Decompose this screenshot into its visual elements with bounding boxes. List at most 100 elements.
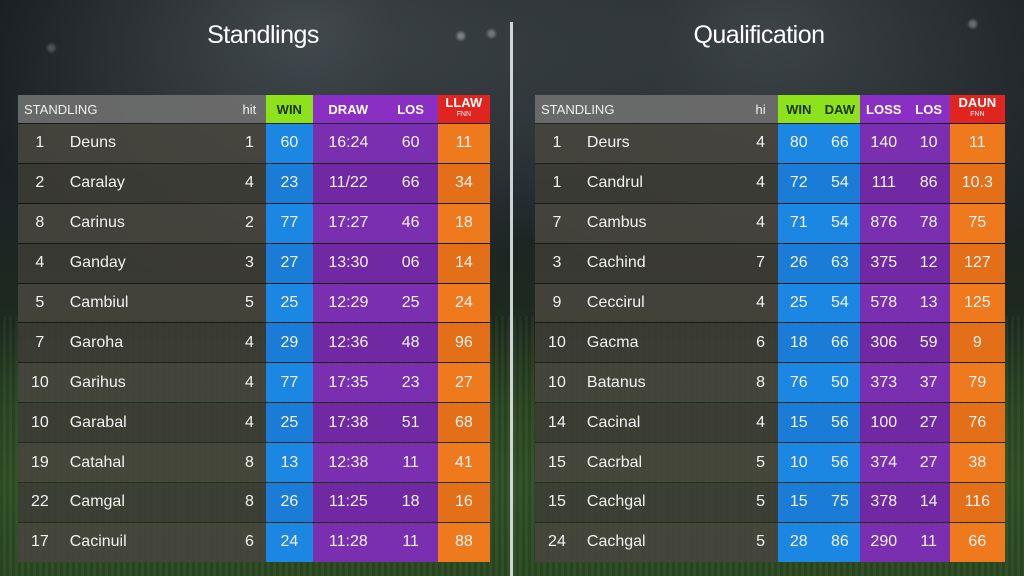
- table-row[interactable]: 1 Deurs 4 80 66 140 10 11: [535, 123, 1005, 163]
- rank-cell: 19: [18, 443, 62, 483]
- stat-cell: 290: [859, 522, 908, 562]
- column-header[interactable]: LLAW FNN: [437, 95, 490, 123]
- column-header[interactable]: WIN: [265, 95, 314, 123]
- stat-cell: 24: [265, 522, 314, 562]
- team-name-cell: Cachind: [578, 243, 744, 283]
- stat-cell: 140: [859, 124, 908, 163]
- rank-cell: 10: [535, 323, 579, 363]
- stat-cell: 66: [819, 323, 860, 363]
- table-row[interactable]: 8 Carinus 2 77 17:27 46 18: [18, 202, 491, 243]
- table-row[interactable]: 7 Garoha 4 29 12:36 48 96: [18, 322, 491, 363]
- stat-cell: 127: [949, 243, 1005, 283]
- table-row[interactable]: 10 Garabal 4 25 17:38 51 68: [18, 402, 491, 443]
- table-row[interactable]: 15 Cachgal 5 15 75 378 14 116: [535, 482, 1005, 522]
- stat-cell: 86: [907, 163, 950, 203]
- column-header[interactable]: DRAW: [313, 95, 384, 123]
- column-header[interactable]: LOSS: [859, 95, 908, 123]
- table-row[interactable]: 4 Ganday 3 27 13:30 06 14: [18, 242, 491, 283]
- stat-cell: 4: [233, 403, 266, 443]
- column-header[interactable]: hit: [233, 95, 266, 123]
- team-name-cell: Cacrbal: [578, 443, 744, 483]
- team-name-cell: Cachgal: [578, 483, 744, 522]
- column-header[interactable]: STANDLING: [18, 95, 234, 123]
- rank-cell: 10: [18, 403, 62, 443]
- rank-cell: 1: [535, 163, 579, 203]
- stat-cell: 3: [233, 243, 266, 283]
- table-row[interactable]: 15 Cacrbal 5 10 56 374 27 38: [535, 442, 1005, 483]
- rank-cell: 5: [18, 283, 62, 323]
- column-header-label: LOSS: [866, 101, 902, 117]
- stat-cell: 17:38: [313, 403, 384, 443]
- stat-cell: 16:24: [313, 124, 384, 163]
- stat-cell: 25: [265, 283, 314, 323]
- column-header[interactable]: DAW: [819, 95, 860, 123]
- stat-cell: 56: [819, 403, 860, 443]
- table-row[interactable]: 10 Batanus 8 76 50 373 37 79: [535, 362, 1005, 403]
- stat-cell: 25: [383, 283, 438, 323]
- stat-cell: 9: [949, 323, 1005, 363]
- stat-cell: 27: [907, 443, 950, 483]
- stat-cell: 15: [777, 483, 820, 522]
- table-row[interactable]: 24 Cachgal 5 28 86 290 11 66: [535, 521, 1005, 562]
- stat-cell: 100: [859, 403, 908, 443]
- table-row[interactable]: 7 Cambus 4 71 54 876 78 75: [535, 202, 1005, 243]
- stat-cell: 28: [777, 522, 820, 562]
- table-row[interactable]: 1 Candrul 4 72 54 111 86 10.3: [535, 162, 1005, 203]
- stat-cell: 8: [233, 483, 266, 522]
- stat-cell: 374: [859, 443, 908, 483]
- column-header[interactable]: STANDLING: [535, 95, 744, 123]
- stat-cell: 4: [743, 203, 778, 243]
- qualification-table: STANDLING hi WIN DAW LOSS LOS DAUN FNN 1 Deurs 4 80…: [535, 95, 1006, 562]
- team-name-cell: Candrul: [578, 163, 744, 203]
- rank-cell: 4: [18, 243, 62, 283]
- table-row[interactable]: 9 Ceccirul 4 25 54 578 13 125: [535, 282, 1005, 323]
- column-header[interactable]: LOS: [383, 95, 438, 123]
- stat-cell: 14: [907, 483, 950, 522]
- column-header[interactable]: hi: [743, 95, 778, 123]
- table-row[interactable]: 1 Deuns 1 60 16:24 60 11: [18, 123, 491, 163]
- stat-cell: 11: [949, 124, 1005, 163]
- table-row[interactable]: 22 Camgal 8 26 11:25 18 16: [18, 482, 491, 522]
- stat-cell: 16: [437, 483, 491, 522]
- stat-cell: 18: [437, 203, 491, 243]
- stat-cell: 10: [907, 124, 950, 163]
- standings-title: Standlings: [207, 21, 319, 49]
- stat-cell: 75: [949, 203, 1005, 243]
- rank-cell: 3: [535, 243, 579, 283]
- column-header-label: WIN: [276, 101, 302, 117]
- column-header-label: DAW: [824, 101, 856, 117]
- table-row[interactable]: 3 Cachind 7 26 63 375 12 127: [535, 242, 1005, 283]
- table-row[interactable]: 19 Catahal 8 13 12:38 11 41: [18, 442, 491, 483]
- stat-cell: 38: [949, 443, 1005, 483]
- table-row[interactable]: 5 Cambiul 5 25 12:29 25 24: [18, 282, 491, 323]
- stat-cell: 78: [907, 203, 950, 243]
- stat-cell: 2: [233, 203, 266, 243]
- stat-cell: 77: [265, 203, 314, 243]
- team-name-cell: Cacinal: [578, 403, 744, 443]
- stat-cell: 06: [383, 243, 438, 283]
- stat-cell: 11/22: [313, 163, 384, 203]
- table-row[interactable]: 10 Gacma 6 18 66 306 59 9: [535, 322, 1005, 363]
- stat-cell: 18: [777, 323, 820, 363]
- stat-cell: 56: [819, 443, 860, 483]
- column-header-label: hit: [242, 101, 257, 117]
- stat-cell: 60: [383, 124, 438, 163]
- stat-cell: 24: [437, 283, 491, 323]
- column-header[interactable]: DAUN FNN: [949, 95, 1006, 123]
- column-header-sublabel: FNN: [970, 111, 985, 118]
- stat-cell: 76: [777, 363, 820, 403]
- stat-cell: 12:29: [313, 283, 384, 323]
- column-header[interactable]: LOS: [907, 95, 950, 123]
- column-header[interactable]: WIN: [777, 95, 820, 123]
- table-row[interactable]: 17 Cacinuil 6 24 11:28 11 88: [18, 521, 491, 562]
- stat-cell: 68: [437, 403, 491, 443]
- stat-cell: 378: [859, 483, 908, 522]
- stat-cell: 4: [743, 124, 778, 163]
- stat-cell: 63: [819, 243, 860, 283]
- stat-cell: 4: [743, 163, 778, 203]
- table-row[interactable]: 14 Cacinal 4 15 56 100 27 76: [535, 402, 1005, 443]
- table-row[interactable]: 10 Garihus 4 77 17:35 23 27: [18, 362, 491, 403]
- table-row[interactable]: 2 Caralay 4 23 11/22 66 34: [18, 162, 491, 203]
- stat-cell: 13: [265, 443, 314, 483]
- stat-cell: 76: [949, 403, 1005, 443]
